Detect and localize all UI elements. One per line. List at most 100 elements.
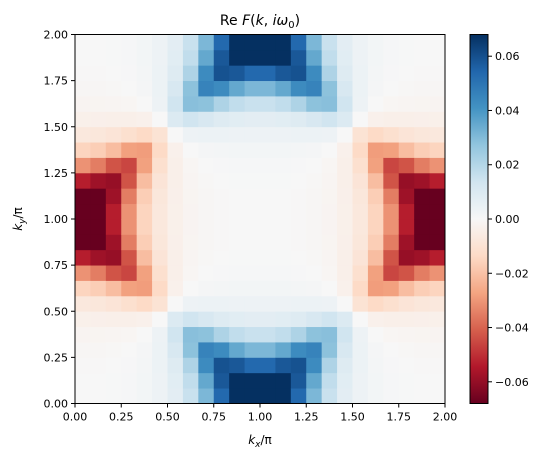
heatmap-cell: [275, 311, 292, 328]
heatmap-cell: [182, 249, 199, 266]
heatmap-cell: [260, 388, 276, 404]
heatmap-cell: [398, 357, 415, 374]
heatmap-cell: [105, 96, 122, 112]
heatmap-cell: [321, 311, 338, 328]
heatmap-cell: [337, 265, 353, 281]
heatmap-cell: [136, 49, 153, 66]
heatmap-cell: [75, 388, 91, 404]
heatmap-cell: [136, 188, 153, 205]
heatmap-cell: [182, 372, 199, 389]
heatmap-cell: [367, 49, 384, 66]
heatmap-cell: [429, 172, 446, 189]
heatmap-cell: [383, 34, 400, 51]
heatmap-cell: [275, 34, 292, 51]
heatmap-cell: [367, 326, 384, 343]
heatmap-cell: [414, 357, 430, 374]
heatmap-cell: [367, 219, 384, 235]
heatmap-cell: [213, 249, 230, 266]
heatmap-cell: [121, 80, 138, 97]
heatmap-cell: [75, 172, 91, 189]
heatmap-cell: [75, 96, 91, 112]
heatmap-cell: [182, 234, 199, 251]
heatmap-cell: [321, 65, 338, 82]
heatmap-cell: [244, 172, 261, 189]
heatmap-cell: [167, 65, 184, 82]
heatmap-cell: [367, 249, 384, 266]
heatmap-cell: [306, 172, 323, 189]
heatmap-cell: [75, 326, 91, 343]
heatmap-cell: [337, 219, 353, 235]
heatmap-cell: [352, 126, 369, 143]
heatmap-cell: [75, 142, 91, 158]
heatmap-cell: [152, 295, 168, 312]
heatmap-cell: [429, 188, 446, 205]
heatmap-cell: [414, 326, 430, 343]
heatmap-cell: [275, 372, 292, 389]
heatmap-cell: [75, 311, 91, 328]
heatmap-cell: [429, 249, 446, 266]
heatmap-cell: [306, 249, 323, 266]
heatmap-cell: [275, 357, 292, 374]
heatmap-cell: [398, 219, 415, 235]
heatmap-cell: [182, 96, 199, 112]
heatmap-cell: [167, 295, 184, 312]
heatmap-cell: [90, 342, 107, 358]
heatmap-cell: [167, 157, 184, 174]
x-tick-label: 0.75: [202, 411, 227, 424]
heatmap-cell: [167, 357, 184, 374]
heatmap-cell: [198, 265, 215, 281]
heatmap-cell: [398, 265, 415, 281]
heatmap-cell: [182, 172, 199, 189]
heatmap-cell: [75, 49, 91, 66]
heatmap-cell: [398, 96, 415, 112]
heatmap-cell: [152, 280, 168, 297]
heatmap-cell: [136, 96, 153, 112]
heatmap-cell: [367, 295, 384, 312]
heatmap-cell: [75, 372, 91, 389]
heatmap-cell: [229, 295, 245, 312]
heatmap-cell: [121, 326, 138, 343]
y-axis-label: ky/π: [11, 207, 28, 231]
heatmap-cell: [229, 372, 245, 389]
heatmap-cell: [290, 265, 307, 281]
colorbar: [469, 34, 489, 404]
heatmap-cell: [121, 357, 138, 374]
heatmap-cell: [244, 126, 261, 143]
heatmap-cell: [229, 342, 245, 358]
heatmap-cell: [383, 326, 400, 343]
heatmap-cell: [244, 96, 261, 112]
heatmap-cell: [198, 219, 215, 235]
heatmap-cell: [75, 65, 91, 82]
heatmap-cell: [290, 295, 307, 312]
heatmap-cell: [105, 357, 122, 374]
heatmap-cell: [152, 157, 168, 174]
heatmap-cell: [229, 157, 245, 174]
heatmap-cell: [414, 388, 430, 404]
heatmap-cell: [182, 295, 199, 312]
heatmap-cell: [260, 234, 276, 251]
heatmap-cell: [105, 372, 122, 389]
heatmap-cell: [260, 96, 276, 112]
heatmap-cell: [213, 157, 230, 174]
heatmap-cell: [260, 342, 276, 358]
heatmap-cell: [352, 357, 369, 374]
heatmap-cell: [352, 203, 369, 220]
heatmap-cell: [290, 126, 307, 143]
heatmap-cell: [367, 172, 384, 189]
heatmap-cell: [121, 203, 138, 220]
heatmap-cell: [275, 157, 292, 174]
heatmap-cell: [321, 188, 338, 205]
heatmap-cell: [290, 326, 307, 343]
heatmap-cell: [121, 372, 138, 389]
heatmap-cell: [136, 172, 153, 189]
heatmap-cell: [105, 126, 122, 143]
heatmap-cell: [275, 172, 292, 189]
y-axis-ticks: 0.00 0.25 0.50 0.75 1.00 1.25 1.50 1.75 2.00: [44, 29, 75, 411]
y-tick-label: 0.50: [44, 305, 69, 318]
heatmap-cell: [414, 249, 430, 266]
heatmap-cell: [244, 157, 261, 174]
heatmap-cell: [321, 342, 338, 358]
heatmap-cell: [383, 295, 400, 312]
heatmap-cell: [383, 111, 400, 128]
